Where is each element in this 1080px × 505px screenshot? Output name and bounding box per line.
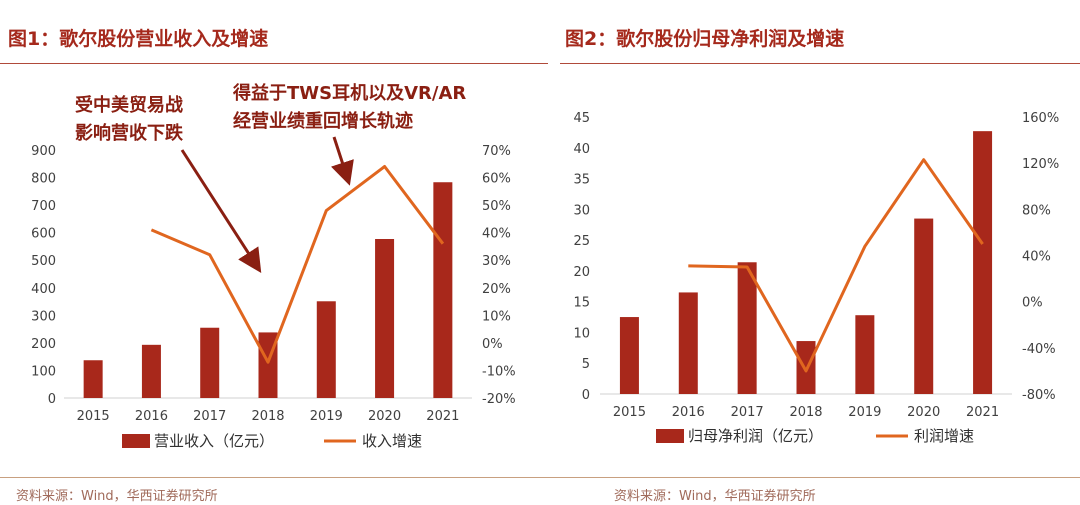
right-profit-chart: 0 5 10 15 20 25 30 35 40 45 -80% -40% 0% 40% 80% 120% 16… bbox=[573, 111, 1059, 445]
growth-line bbox=[150, 165, 445, 364]
right-axis-tick-label: 70% bbox=[482, 144, 511, 159]
x-axis-tick-label: 2016 bbox=[672, 405, 705, 420]
x-axis-tick-label: 2020 bbox=[907, 405, 940, 420]
right-axis-tick-label: 40% bbox=[1022, 250, 1051, 265]
left-annotation-line-2: 影响营收下跌 bbox=[75, 123, 183, 144]
bar-2017 bbox=[200, 327, 220, 398]
right-annotation-line-1: 得益于TWS耳机以及VR/AR bbox=[233, 83, 467, 104]
legend-line-label: 收入增速 bbox=[362, 432, 422, 450]
x-axis-tick-label: 2015 bbox=[613, 405, 646, 420]
x-axis-tick-label: 2021 bbox=[966, 405, 999, 420]
right-annotation: 得益于TWS耳机以及VR/AR 经营业绩重回增长轨迹 bbox=[233, 80, 466, 136]
right-axis-tick-label: 20% bbox=[482, 282, 511, 297]
left-axis-tick-label: 45 bbox=[573, 111, 590, 126]
left-revenue-chart: 0 100 200 300 400 500 600 700 800 900 -20% -10% 0% 10… bbox=[31, 144, 516, 450]
right-axis-tick-label: -40% bbox=[1022, 342, 1056, 357]
right-annotation-line-2: 经营业绩重回增长轨迹 bbox=[233, 111, 413, 132]
right-axis-tick-label: -10% bbox=[482, 364, 516, 379]
left-axis-tick-label: 10 bbox=[573, 326, 590, 341]
left-axis-tick-label: 800 bbox=[31, 172, 56, 187]
legend-bar-swatch bbox=[122, 434, 150, 448]
right-axis-tick-label: 10% bbox=[482, 309, 511, 324]
left-title-rule bbox=[0, 63, 548, 64]
annotation-arrows bbox=[180, 136, 354, 274]
legend-bar-label: 营业收入（亿元） bbox=[154, 432, 274, 450]
bar-2016 bbox=[678, 292, 698, 394]
left-source-note: 资料来源：Wind，华西证券研究所 bbox=[16, 489, 218, 504]
right-axis-tick-label: 40% bbox=[482, 227, 511, 242]
right-axis-tick-label: 30% bbox=[482, 254, 511, 269]
x-axis-tick-label: 2017 bbox=[193, 409, 226, 424]
left-axis-tick-label: 35 bbox=[573, 173, 590, 188]
x-axis-tick-label: 2018 bbox=[789, 405, 822, 420]
bar-2015 bbox=[83, 360, 103, 398]
right-axis-tick-label: 60% bbox=[482, 172, 511, 187]
bar-2016 bbox=[141, 344, 161, 398]
trade-war-arrow bbox=[180, 149, 262, 274]
left-axis-tick-label: 500 bbox=[31, 254, 56, 269]
bar-2020 bbox=[375, 239, 395, 398]
right-axis-tick-label: 80% bbox=[1022, 203, 1051, 218]
left-axis-tick-label: 40 bbox=[573, 142, 590, 157]
bar-2019 bbox=[316, 301, 336, 398]
legend-bar-swatch bbox=[656, 429, 684, 443]
growth-arrow bbox=[331, 136, 354, 186]
left-axis-tick-label: 600 bbox=[31, 227, 56, 242]
x-axis-tick-label: 2020 bbox=[368, 409, 401, 424]
x-axis-tick-label: 2019 bbox=[310, 409, 343, 424]
left-axis-tick-label: 400 bbox=[31, 282, 56, 297]
bar-2020 bbox=[914, 218, 934, 394]
right-axis-tick-label: 160% bbox=[1022, 111, 1059, 126]
right-axis-tick-label: 0% bbox=[1022, 296, 1043, 311]
bar-2019 bbox=[855, 315, 875, 394]
left-axis-tick-label: 100 bbox=[31, 364, 56, 379]
left-chart-title: 图1：歌尔股份营业收入及增速 bbox=[8, 28, 269, 50]
right-source-note: 资料来源：Wind，华西证券研究所 bbox=[614, 489, 816, 504]
right-chart-title: 图2：歌尔股份归母净利润及增速 bbox=[565, 28, 845, 50]
growth-line bbox=[688, 158, 984, 373]
left-axis-tick-label: 200 bbox=[31, 337, 56, 352]
left-axis-tick-label: 300 bbox=[31, 309, 56, 324]
left-annotation-line-1: 受中美贸易战 bbox=[75, 95, 183, 116]
right-axis-tick-label: 50% bbox=[482, 199, 511, 214]
left-axis-tick-label: 700 bbox=[31, 199, 56, 214]
bar-2015 bbox=[619, 317, 639, 394]
left-axis-tick-label: 900 bbox=[31, 144, 56, 159]
x-axis-tick-label: 2019 bbox=[848, 405, 881, 420]
x-axis-tick-label: 2018 bbox=[251, 409, 284, 424]
footer-rule bbox=[0, 477, 1080, 478]
legend-line-label: 利润增速 bbox=[914, 427, 974, 445]
x-axis-tick-label: 2015 bbox=[77, 409, 110, 424]
right-title-rule bbox=[560, 63, 1080, 64]
x-axis-tick-label: 2021 bbox=[426, 409, 459, 424]
right-axis-tick-label: -80% bbox=[1022, 388, 1056, 403]
right-axis-tick-label: 0% bbox=[482, 337, 503, 352]
left-annotation: 受中美贸易战 影响营收下跌 bbox=[75, 92, 183, 148]
right-axis-tick-label: -20% bbox=[482, 392, 516, 407]
left-axis-tick-label: 25 bbox=[573, 234, 590, 249]
right-axis-tick-label: 120% bbox=[1022, 157, 1059, 172]
x-axis-tick-label: 2017 bbox=[731, 405, 764, 420]
x-axis-tick-label: 2016 bbox=[135, 409, 168, 424]
left-axis-tick-label: 15 bbox=[573, 296, 590, 311]
left-axis-tick-label: 5 bbox=[582, 357, 590, 372]
bar-2021 bbox=[973, 131, 993, 394]
left-axis-tick-label: 0 bbox=[582, 388, 590, 403]
left-axis-tick-label: 30 bbox=[573, 203, 590, 218]
bar-2017 bbox=[737, 262, 757, 394]
left-axis-tick-label: 0 bbox=[48, 392, 56, 407]
legend-bar-label: 归母净利润（亿元） bbox=[688, 427, 823, 445]
left-axis-tick-label: 20 bbox=[573, 265, 590, 280]
